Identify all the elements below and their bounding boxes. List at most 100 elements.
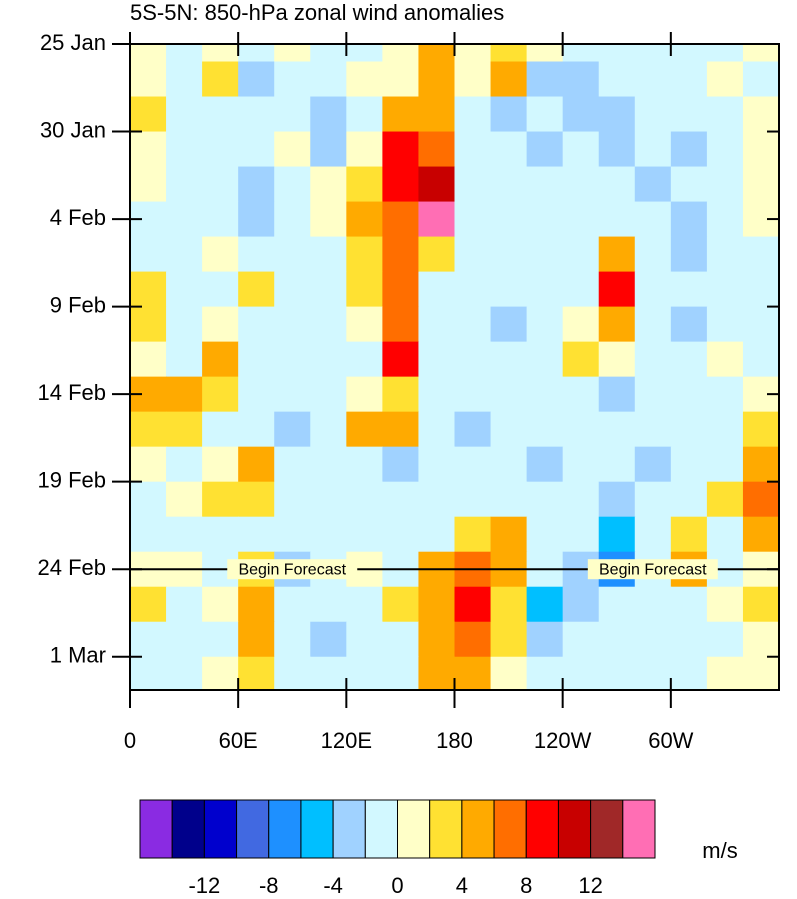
field-cell xyxy=(274,306,311,343)
field-cell xyxy=(490,481,528,518)
field-cell xyxy=(454,446,492,483)
y-tick-label: 25 Jan xyxy=(40,30,106,55)
field-cell xyxy=(202,166,239,203)
field-cell xyxy=(670,306,708,343)
y-tick-label: 30 Jan xyxy=(40,117,106,142)
field-cell xyxy=(130,481,167,518)
colorbar-box xyxy=(590,799,624,859)
field-cell xyxy=(310,341,347,378)
field-cell xyxy=(562,656,600,690)
field-cell xyxy=(670,131,708,168)
field-cell xyxy=(670,586,708,623)
y-tick-label: 9 Feb xyxy=(50,292,106,317)
field-cell xyxy=(418,481,456,518)
field-cell xyxy=(202,131,239,168)
units-label: m/s xyxy=(702,838,737,863)
field-cell xyxy=(418,271,456,308)
colorbar-box xyxy=(139,799,173,859)
field-cell xyxy=(454,201,492,238)
field-cell xyxy=(526,201,564,238)
field-cell xyxy=(130,236,167,273)
field-cell xyxy=(310,306,347,343)
field-cell xyxy=(562,201,600,238)
field-cell xyxy=(526,656,564,690)
field-cell xyxy=(418,96,456,133)
field-cell xyxy=(742,656,779,690)
field-cell xyxy=(310,271,347,308)
field-cell xyxy=(598,376,636,413)
field-cell xyxy=(742,341,779,378)
field-cell xyxy=(130,44,167,63)
field-cell xyxy=(706,481,744,518)
colorbar-box xyxy=(622,799,656,859)
field-cell xyxy=(202,656,239,690)
colorbar-box xyxy=(268,799,302,859)
field-cell xyxy=(598,131,636,168)
field-cell xyxy=(490,656,528,690)
field-cell xyxy=(742,166,779,203)
field-cell xyxy=(346,516,383,553)
field-cell xyxy=(166,376,203,413)
field-cell xyxy=(706,586,744,623)
field-cell xyxy=(166,131,203,168)
field-cell xyxy=(418,516,456,553)
field-cell xyxy=(310,656,347,690)
field-cell xyxy=(130,61,167,98)
field-cell xyxy=(742,44,779,63)
field-cell xyxy=(742,446,779,483)
field-cell xyxy=(706,236,744,273)
field-cell xyxy=(562,96,600,133)
field-cell xyxy=(346,61,383,98)
field-cell xyxy=(634,411,672,448)
field-cell xyxy=(598,411,636,448)
field-cell xyxy=(130,96,167,133)
field-cell xyxy=(742,131,779,168)
field-cell xyxy=(562,44,600,63)
field-cell xyxy=(418,376,456,413)
field-cell xyxy=(634,271,672,308)
field-cell xyxy=(562,236,600,273)
colorbar-box xyxy=(461,799,495,859)
field-cell xyxy=(490,131,528,168)
field-cell xyxy=(202,96,239,133)
field-cell xyxy=(346,376,383,413)
field-cell xyxy=(454,481,492,518)
colorbar-box xyxy=(171,799,205,859)
field-cell xyxy=(310,61,347,98)
field-cell xyxy=(130,411,167,448)
field-cell xyxy=(346,166,383,203)
field-cell xyxy=(526,411,564,448)
field-cell xyxy=(454,516,492,553)
field-cell xyxy=(418,236,456,273)
field-cell xyxy=(598,481,636,518)
field-cell xyxy=(706,411,744,448)
field-cell xyxy=(742,621,779,658)
field-cell xyxy=(634,376,672,413)
field-cell xyxy=(238,656,275,690)
field-cell xyxy=(562,516,600,553)
x-tick-label: 120W xyxy=(534,728,592,753)
annotation: Begin Forecast xyxy=(238,561,346,578)
field-cell xyxy=(706,271,744,308)
field-cell xyxy=(490,376,528,413)
field-cell xyxy=(490,271,528,308)
field-cell xyxy=(706,621,744,658)
field-cell xyxy=(634,201,672,238)
colorbar-label: 0 xyxy=(391,873,403,898)
colorbar-box xyxy=(525,799,559,859)
field-cell xyxy=(562,271,600,308)
field-cell xyxy=(490,61,528,98)
field-cell xyxy=(454,411,492,448)
field-cell xyxy=(670,271,708,308)
field-cell xyxy=(166,96,203,133)
y-tick-label: 1 Mar xyxy=(50,643,106,668)
colorbar-label: 12 xyxy=(578,873,602,898)
colorbar-box xyxy=(397,799,431,859)
field-cell xyxy=(598,586,636,623)
field-cell xyxy=(598,61,636,98)
field-cell xyxy=(526,446,564,483)
field-cell xyxy=(310,44,347,63)
field-cell xyxy=(274,131,311,168)
colorbar-label: -8 xyxy=(259,873,279,898)
field-cell xyxy=(526,96,564,133)
